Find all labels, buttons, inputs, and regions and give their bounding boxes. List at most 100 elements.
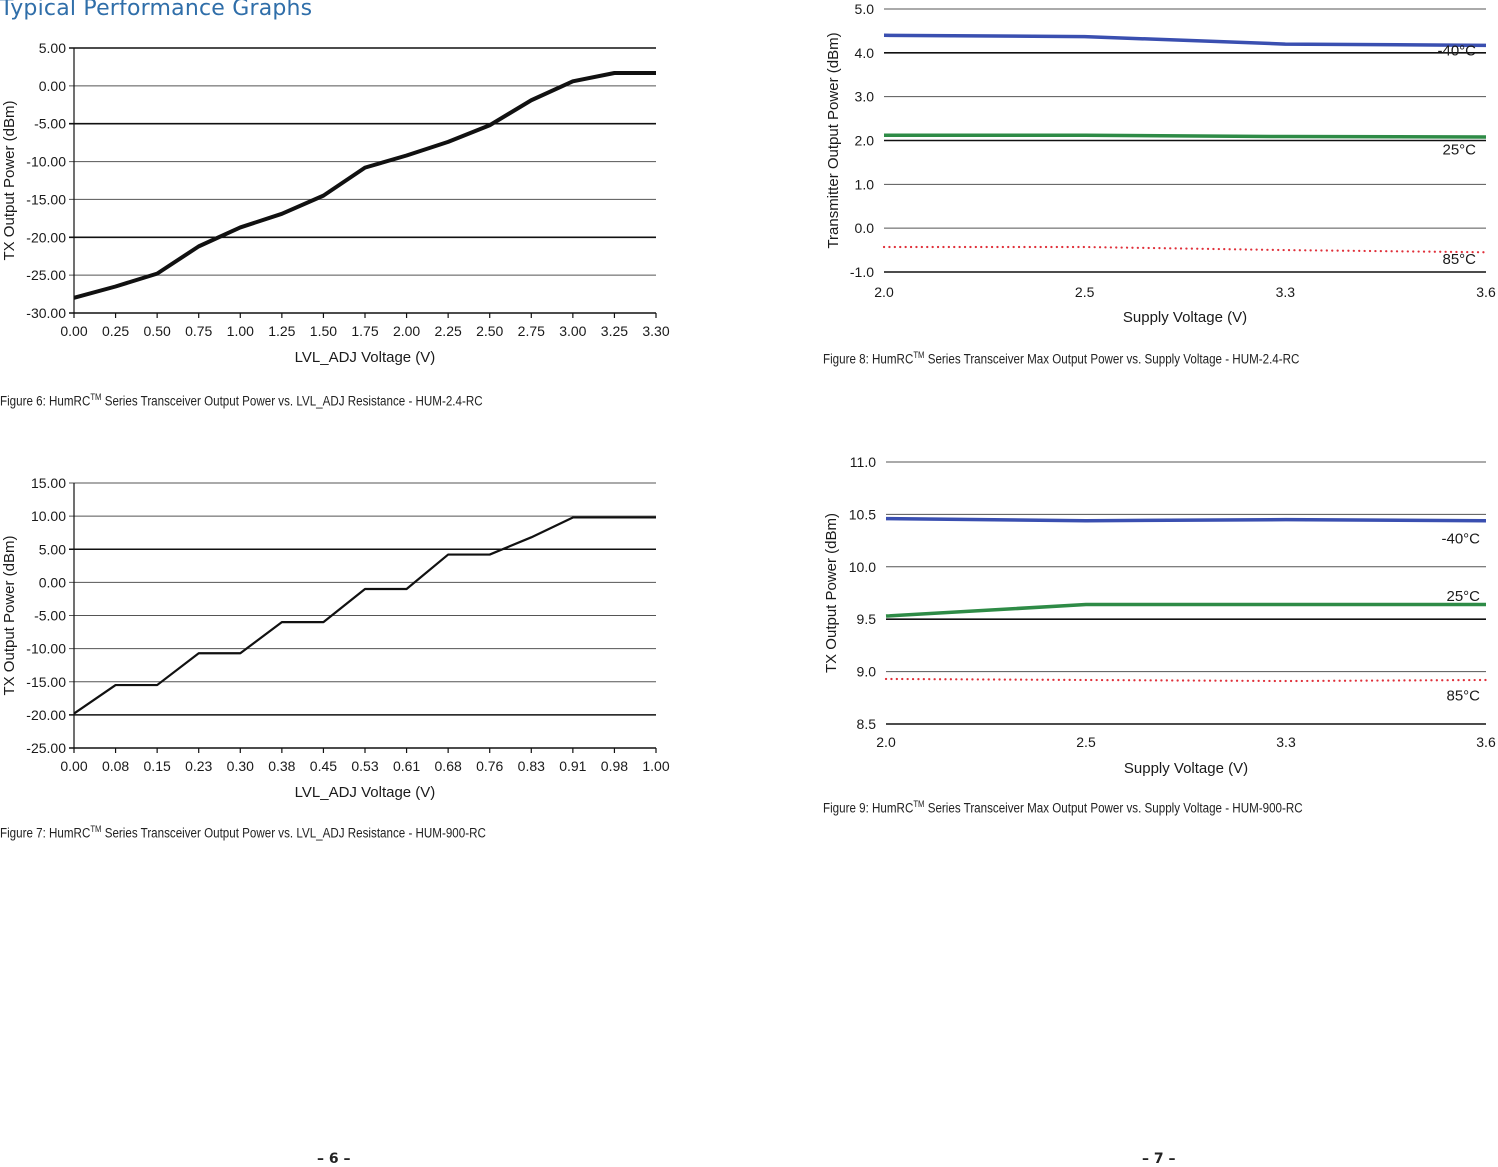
- chart-fig6: 5.00 0.00 -5.00 -10.00 -15.00 -20.00 -25.00 -30…: [1, 40, 670, 366]
- x-tick-label: 1.75: [351, 323, 378, 339]
- x-tick-label: 0.00: [60, 323, 87, 339]
- y-tick-label: 4.0: [855, 45, 875, 61]
- chart-fig9: 11.0 10.5 10.0 9.5 9.0 8.5 2.0 2.5 3.3 3.6 Supply …: [823, 454, 1496, 777]
- y-tick-label: 2.0: [855, 133, 875, 149]
- y-tick-label: -15.00: [26, 674, 66, 690]
- y-tick-label: 9.0: [857, 664, 877, 680]
- y-axis-title: TX Output Power (dBm): [1, 100, 18, 260]
- y-tick-label: 1.0: [855, 176, 875, 192]
- series-label: 25°C: [1446, 588, 1480, 605]
- y-tick-label: 5.00: [39, 541, 66, 557]
- y-tick-label: -15.00: [26, 191, 66, 207]
- x-tick-label: 2.50: [476, 323, 503, 339]
- y-tick-label: 8.5: [857, 716, 877, 732]
- y-tick-label: 10.00: [31, 508, 66, 524]
- x-tick-label: 3.25: [601, 323, 628, 339]
- x-tick-label: 3.3: [1276, 734, 1296, 750]
- x-axis-title: Supply Voltage (V): [1123, 309, 1247, 326]
- y-tick-label: -25.00: [26, 740, 66, 756]
- chart-fig8: 5.04.03.02.01.00.0-1.02.0 2.5 3.3 3.6Supply…: [825, 1, 1496, 326]
- series-line-25C: [885, 602, 1486, 618]
- y-tick-label: -20.00: [26, 229, 66, 245]
- x-tick-label: 3.30: [642, 323, 669, 339]
- y-axis-title: TX Output Power (dBm): [823, 513, 840, 673]
- y-tick-label: 5.00: [39, 40, 66, 56]
- page-number-left: – 6 –: [317, 1151, 351, 1167]
- caption-fig6: Figure 6: HumRCTM Series Transceiver Out…: [0, 392, 483, 409]
- x-tick-label: 2.25: [435, 323, 462, 339]
- x-tick-label: 0.15: [144, 758, 171, 774]
- y-tick-label: -5.00: [34, 116, 66, 132]
- y-tick-label: -1.0: [850, 264, 874, 280]
- x-axis-title: Supply Voltage (V): [1124, 760, 1248, 777]
- y-tick-label: -25.00: [26, 267, 66, 283]
- y-tick-label: -20.00: [26, 707, 66, 723]
- series-line--40C: [885, 516, 1487, 523]
- x-axis-title: LVL_ADJ Voltage (V): [295, 349, 436, 366]
- x-tick-label: 0.53: [351, 758, 378, 774]
- y-tick-label: -5.00: [34, 608, 66, 624]
- caption-fig8: Figure 8: HumRCTM Series Transceiver Max…: [823, 350, 1300, 367]
- y-tick-label: 10.0: [849, 559, 876, 575]
- y-tick-label: -10.00: [26, 154, 66, 170]
- x-tick-label: 0.76: [476, 758, 503, 774]
- x-tick-label: 3.6: [1476, 734, 1496, 750]
- y-tick-label: 0.00: [39, 574, 66, 590]
- y-tick-label: 0.00: [39, 78, 66, 94]
- x-tick-label: 0.98: [601, 758, 628, 774]
- series-line-85C: [882, 245, 1488, 254]
- x-tick-label: 2.75: [518, 323, 545, 339]
- x-tick-label: 0.38: [268, 758, 295, 774]
- x-tick-label: 0.75: [185, 323, 212, 339]
- series-line-25C: [884, 133, 1487, 139]
- chart-fig7: 15.00 10.00 5.00 0.00 -5.00 -10.00 -15.00 -20.0…: [1, 475, 670, 801]
- x-tick-label: 0.50: [144, 323, 171, 339]
- series-line-0: [73, 70, 656, 300]
- series-label: 85°C: [1446, 688, 1480, 705]
- y-tick-label: 11.0: [850, 454, 876, 470]
- caption-fig7: Figure 7: HumRCTM Series Transceiver Out…: [0, 824, 486, 841]
- x-tick-label: 3.00: [559, 323, 586, 339]
- x-tick-label: 0.25: [102, 323, 129, 339]
- x-axis-title: LVL_ADJ Voltage (V): [295, 784, 436, 801]
- x-tick-label: 2.5: [1075, 284, 1095, 300]
- x-tick-label: 1.00: [642, 758, 669, 774]
- y-tick-label: 5.0: [855, 1, 875, 17]
- x-tick-label: 2.00: [393, 323, 420, 339]
- x-tick-label: 3.3: [1276, 284, 1296, 300]
- y-tick-label: -30.00: [26, 305, 66, 321]
- y-tick-label: -10.00: [26, 641, 66, 657]
- x-tick-label: 2.0: [874, 284, 894, 300]
- x-tick-label: 0.45: [310, 758, 337, 774]
- series-label: 25°C: [1442, 141, 1476, 158]
- y-axis-title: TX Output Power (dBm): [1, 535, 18, 695]
- x-tick-label: 1.25: [268, 323, 295, 339]
- series-line-85C: [884, 677, 1488, 683]
- series-label: -40°C: [1437, 43, 1476, 60]
- y-tick-label: 0.0: [855, 220, 875, 236]
- series-line-0: [73, 516, 656, 715]
- y-tick-label: 15.00: [31, 475, 66, 491]
- x-tick-label: 0.00: [60, 758, 87, 774]
- y-tick-label: 3.0: [855, 89, 875, 105]
- x-tick-label: 3.6: [1476, 284, 1496, 300]
- y-tick-label: 10.5: [849, 506, 876, 522]
- y-tick-label: 9.5: [857, 611, 877, 627]
- x-tick-label: 0.68: [435, 758, 462, 774]
- page-number-right: – 7 –: [1142, 1151, 1176, 1167]
- page-heading: Typical Performance Graphs: [0, 0, 313, 21]
- x-tick-label: 0.08: [102, 758, 129, 774]
- x-tick-label: 0.61: [393, 758, 420, 774]
- y-axis-title: Transmitter Output Power (dBm): [825, 32, 842, 248]
- x-tick-label: 2.0: [876, 734, 896, 750]
- x-tick-label: 0.91: [559, 758, 586, 774]
- x-tick-label: 1.50: [310, 323, 337, 339]
- series-line--40C: [883, 33, 1487, 48]
- series-label: -40°C: [1441, 531, 1480, 548]
- x-tick-label: 2.5: [1076, 734, 1096, 750]
- x-tick-label: 0.30: [227, 758, 254, 774]
- series-label: 85°C: [1442, 251, 1476, 268]
- caption-fig9: Figure 9: HumRCTM Series Transceiver Max…: [823, 799, 1303, 816]
- x-tick-label: 0.23: [185, 758, 212, 774]
- x-tick-label: 1.00: [227, 323, 254, 339]
